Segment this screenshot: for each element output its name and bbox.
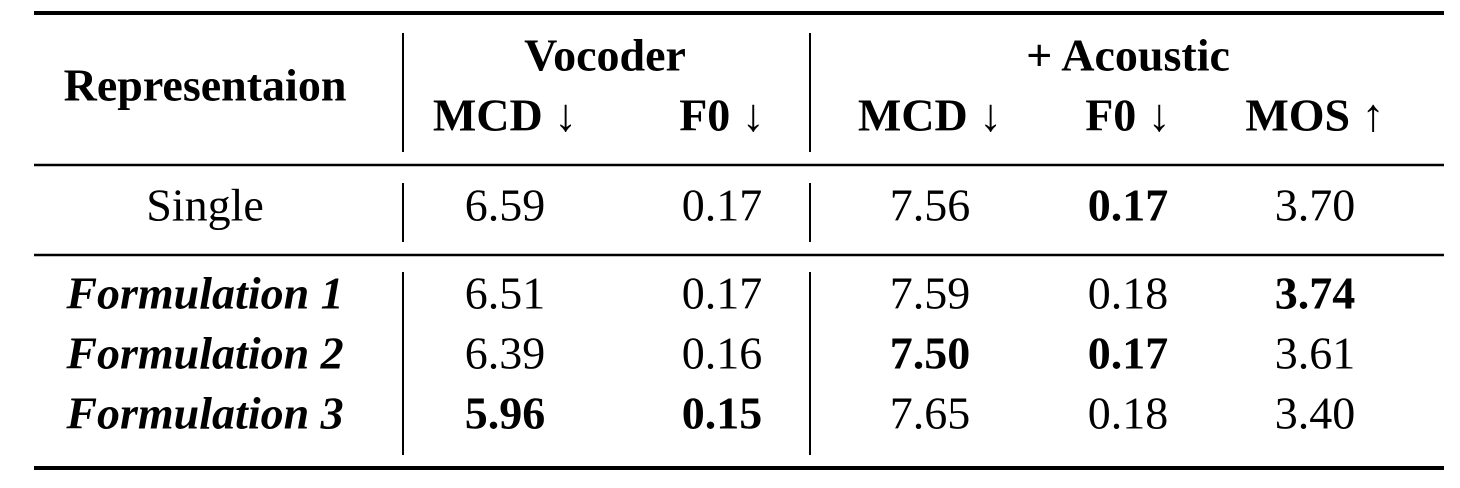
cell: 0.18 <box>1088 268 1169 319</box>
row-header: Representaion <box>64 60 347 111</box>
cell: 0.17 <box>1088 180 1169 231</box>
cell: 7.59 <box>890 268 971 319</box>
cell: 0.17 <box>682 180 763 231</box>
row-label: Formulation 2 <box>65 328 343 379</box>
row-label: Single <box>146 180 264 231</box>
cell: 0.18 <box>1088 388 1169 439</box>
cell: 3.40 <box>1275 388 1356 439</box>
cell: 3.70 <box>1275 180 1356 231</box>
cell: 3.74 <box>1275 268 1356 319</box>
cell: 6.39 <box>465 328 546 379</box>
column-dividers <box>402 33 811 455</box>
column-header: F0 ↓ <box>1085 90 1171 141</box>
column-header: MOS ↑ <box>1245 90 1384 141</box>
column-header: F0 ↓ <box>679 90 765 141</box>
cell: 7.65 <box>890 388 971 439</box>
cell: 5.96 <box>465 388 546 439</box>
group-header: + Acoustic <box>1026 30 1230 81</box>
group-header: Vocoder <box>524 30 686 81</box>
column-header: MCD ↓ <box>858 90 1002 141</box>
cell: 0.16 <box>682 328 763 379</box>
row-label: Formulation 3 <box>65 388 343 439</box>
cell: 7.50 <box>890 328 971 379</box>
cell: 7.56 <box>890 180 971 231</box>
column-header: MCD ↓ <box>433 90 577 141</box>
cell: 0.17 <box>1088 328 1169 379</box>
cell: 0.17 <box>682 268 763 319</box>
row-label: Formulation 1 <box>65 268 343 319</box>
cell: 6.51 <box>465 268 546 319</box>
cell: 3.61 <box>1275 328 1356 379</box>
cell: 0.15 <box>682 388 763 439</box>
cell: 6.59 <box>465 180 546 231</box>
